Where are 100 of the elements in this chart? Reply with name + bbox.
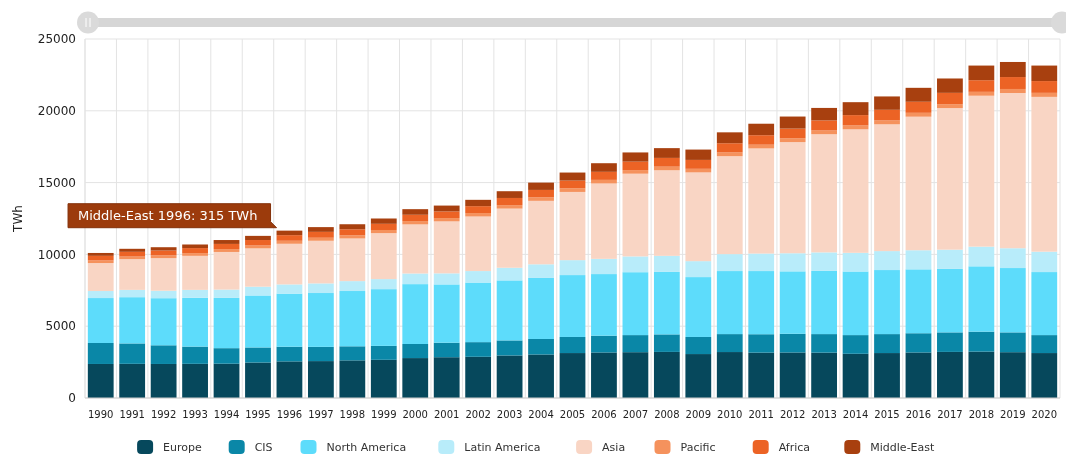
- bar: [276, 243, 303, 285]
- bar: [213, 297, 240, 349]
- bar: [496, 340, 523, 356]
- bar: [685, 354, 712, 398]
- bar: [842, 129, 869, 253]
- bar: [622, 152, 649, 162]
- bar: [307, 361, 334, 398]
- bar: [874, 251, 900, 271]
- x-tick-label: 1990: [88, 409, 114, 420]
- bar: [1031, 251, 1058, 273]
- bar: [370, 359, 397, 398]
- bar: [559, 191, 586, 261]
- bar: [433, 221, 460, 274]
- bar: [905, 352, 932, 398]
- x-tick-label: 2013: [811, 409, 837, 420]
- bar: [307, 293, 334, 347]
- bar: [748, 135, 775, 145]
- x-tick-label: 2015: [874, 409, 900, 420]
- y-tick-label: 0: [68, 391, 76, 406]
- bar: [559, 260, 586, 276]
- bar: [716, 271, 743, 335]
- bar: [874, 334, 900, 354]
- bar: [433, 284, 460, 343]
- bar: [245, 286, 271, 296]
- bar: [528, 200, 554, 265]
- bar: [528, 197, 554, 201]
- bar: [150, 258, 177, 291]
- bar: [245, 248, 271, 287]
- bar: [370, 233, 397, 280]
- bar: [653, 170, 680, 256]
- bar: [842, 125, 869, 130]
- bar: [339, 346, 366, 361]
- legend-label: Middle-East: [870, 441, 936, 454]
- legend-label: CIS: [254, 441, 273, 454]
- bar: [874, 353, 900, 398]
- bar: [402, 209, 429, 215]
- bar: [87, 363, 114, 398]
- bar: [528, 338, 554, 355]
- bar: [591, 274, 617, 336]
- bar: [716, 334, 743, 353]
- bar: [842, 252, 869, 272]
- bar: [779, 333, 806, 353]
- bar: [496, 355, 523, 398]
- bar: [968, 331, 995, 352]
- bar: [685, 149, 712, 160]
- bar: [496, 280, 523, 341]
- bar: [339, 238, 366, 282]
- bar: [1031, 272, 1058, 336]
- bar: [559, 336, 586, 354]
- bar: [999, 268, 1026, 333]
- bar: [905, 101, 932, 113]
- bar: [999, 77, 1026, 89]
- bar: [559, 172, 586, 181]
- x-tick-label: 2006: [591, 409, 617, 420]
- bar: [874, 270, 900, 335]
- bar: [653, 157, 680, 167]
- bar: [182, 289, 208, 298]
- bar: [528, 182, 554, 190]
- x-tick-label: 2004: [528, 409, 554, 420]
- bar: [402, 221, 429, 225]
- bar: [842, 102, 869, 116]
- bar: [999, 61, 1026, 78]
- bar: [307, 227, 334, 232]
- bar: [276, 284, 303, 294]
- bar: [119, 248, 146, 252]
- bar: [87, 343, 114, 364]
- bar: [999, 88, 1026, 93]
- bar: [370, 223, 397, 230]
- bar: [874, 96, 900, 110]
- bar: [716, 143, 743, 153]
- y-tick-label: 15000: [37, 175, 76, 190]
- bar: [307, 346, 334, 362]
- bar: [402, 224, 429, 274]
- x-tick-label: 2020: [1031, 409, 1057, 420]
- bar: [182, 253, 208, 256]
- bar: [370, 218, 397, 224]
- bar: [937, 351, 963, 398]
- bar: [811, 334, 838, 353]
- bar: [937, 268, 963, 333]
- bar: [622, 335, 649, 353]
- bar: [465, 282, 492, 343]
- bar: [622, 173, 649, 257]
- bar: [653, 148, 680, 158]
- bar: [1031, 96, 1058, 252]
- bar: [339, 235, 366, 239]
- bar: [905, 269, 932, 334]
- bar: [245, 245, 271, 249]
- bar: [119, 297, 146, 344]
- bar: [245, 295, 271, 348]
- bar: [307, 231, 334, 238]
- bar: [496, 208, 523, 268]
- x-tick-label: 1997: [308, 409, 334, 420]
- bar: [559, 275, 586, 337]
- bar: [905, 116, 932, 251]
- bar: [119, 251, 146, 257]
- bar: [779, 352, 806, 398]
- x-tick-label: 2016: [905, 409, 932, 420]
- bar: [213, 251, 240, 290]
- bar: [905, 87, 932, 102]
- bar: [496, 205, 523, 209]
